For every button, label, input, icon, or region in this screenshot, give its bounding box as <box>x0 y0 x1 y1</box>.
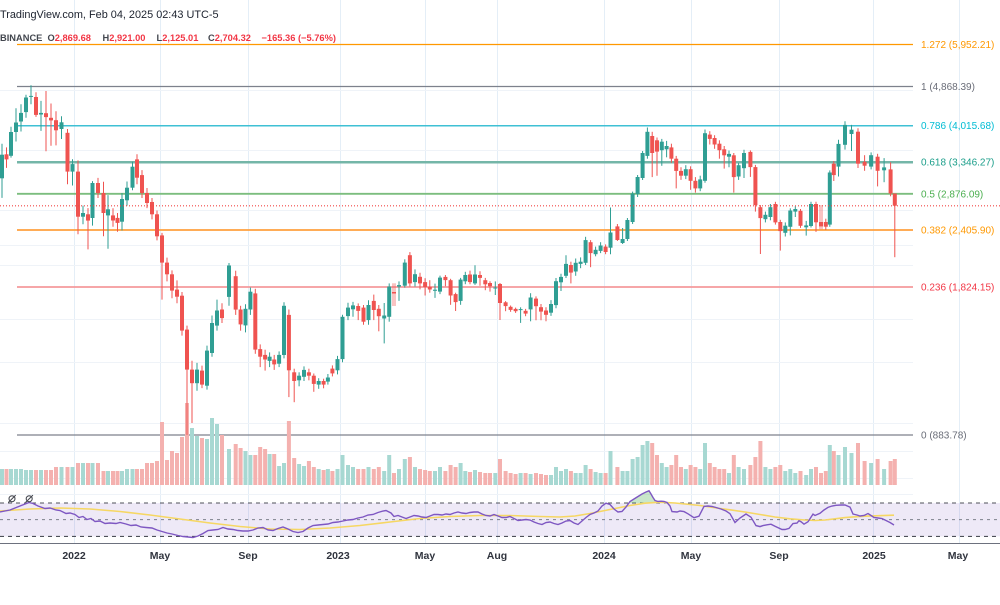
svg-text:May: May <box>681 550 702 562</box>
svg-text:2024: 2024 <box>592 550 616 562</box>
svg-text:May: May <box>150 550 171 562</box>
svg-text:0.618 (3,346.27): 0.618 (3,346.27) <box>921 158 994 169</box>
svg-text:0 (883.78): 0 (883.78) <box>921 431 967 442</box>
svg-text:0.5 (2,876.09): 0.5 (2,876.09) <box>921 189 983 200</box>
svg-text:1.272 (5,952.21): 1.272 (5,952.21) <box>921 40 994 51</box>
svg-text:2025: 2025 <box>862 550 886 562</box>
svg-text:2023: 2023 <box>326 550 350 562</box>
svg-text:0.382 (2,405.90): 0.382 (2,405.90) <box>921 226 994 237</box>
svg-text:0.786 (4,015.68): 0.786 (4,015.68) <box>921 121 994 132</box>
svg-text:TradingView.com, Feb 04, 2025: TradingView.com, Feb 04, 2025 02:43 UTC-… <box>0 9 219 21</box>
svg-text:0.236 (1,824.15): 0.236 (1,824.15) <box>921 283 994 294</box>
svg-text:Sep: Sep <box>238 550 257 562</box>
svg-text:1 (4,868.39): 1 (4,868.39) <box>921 82 975 93</box>
svg-text:Aug: Aug <box>487 550 507 562</box>
svg-text:May: May <box>948 550 969 562</box>
svg-text:Sep: Sep <box>769 550 788 562</box>
svg-text:May: May <box>415 550 436 562</box>
svg-text:2022: 2022 <box>62 550 86 562</box>
